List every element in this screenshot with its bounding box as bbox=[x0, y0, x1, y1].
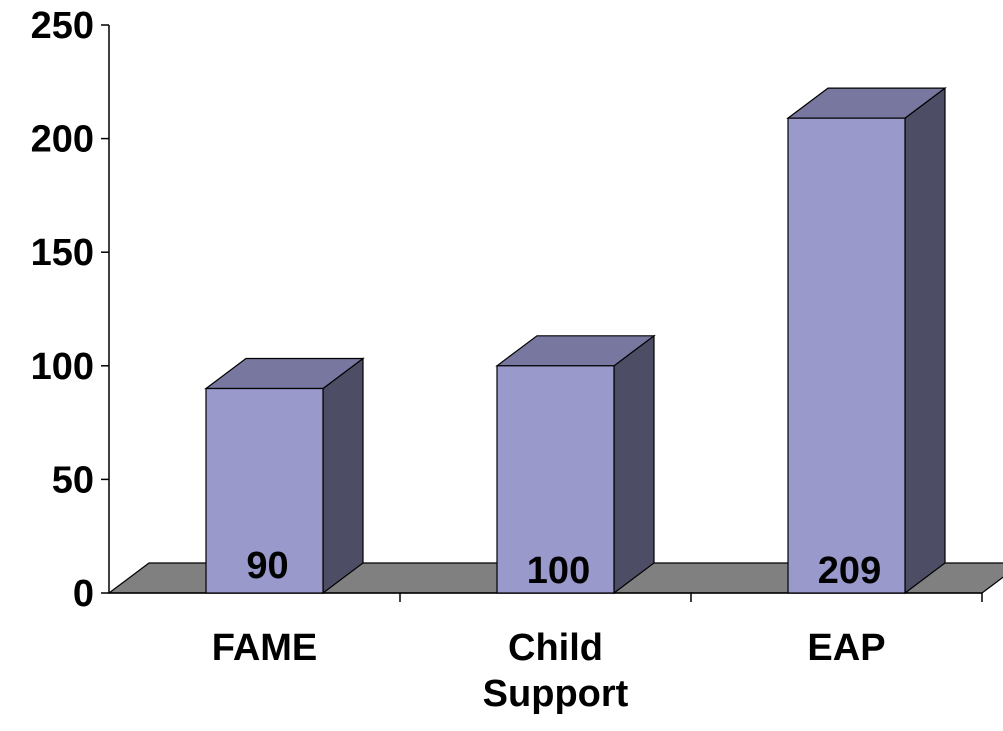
bar-group bbox=[786, 86, 947, 595]
bar bbox=[205, 387, 324, 594]
y-tick-label: 0 bbox=[73, 573, 94, 615]
chart-bars bbox=[204, 86, 947, 595]
chart-axes: 0 50 100 150 200 250 bbox=[31, 5, 983, 615]
bar-side bbox=[322, 357, 364, 595]
y-tick-label: 250 bbox=[31, 5, 94, 47]
data-label: 90 bbox=[246, 545, 288, 587]
y-tick-label: 100 bbox=[31, 346, 94, 388]
x-tick-label: Child Support bbox=[483, 627, 629, 715]
y-tick-label: 150 bbox=[31, 232, 94, 274]
y-tick-label: 200 bbox=[31, 119, 94, 161]
bar bbox=[787, 117, 906, 594]
bar bbox=[496, 365, 615, 594]
chart-labels: 90 FAME 100 Child Support 209 EAP bbox=[212, 545, 886, 715]
bar-side bbox=[904, 86, 946, 595]
x-tick-label: FAME bbox=[212, 627, 318, 669]
bar-group bbox=[495, 334, 656, 595]
x-tick-label-line: FAME bbox=[212, 627, 318, 669]
bar-side bbox=[613, 334, 655, 595]
y-tick-label: 50 bbox=[52, 459, 94, 501]
bar-group bbox=[204, 357, 365, 595]
x-tick-label-line: Support bbox=[483, 673, 629, 715]
x-tick-label: EAP bbox=[807, 627, 885, 669]
data-label: 209 bbox=[818, 550, 881, 592]
x-tick-label-line: Child bbox=[508, 627, 603, 669]
data-label: 100 bbox=[527, 550, 590, 592]
x-tick-label-line: EAP bbox=[807, 627, 885, 669]
